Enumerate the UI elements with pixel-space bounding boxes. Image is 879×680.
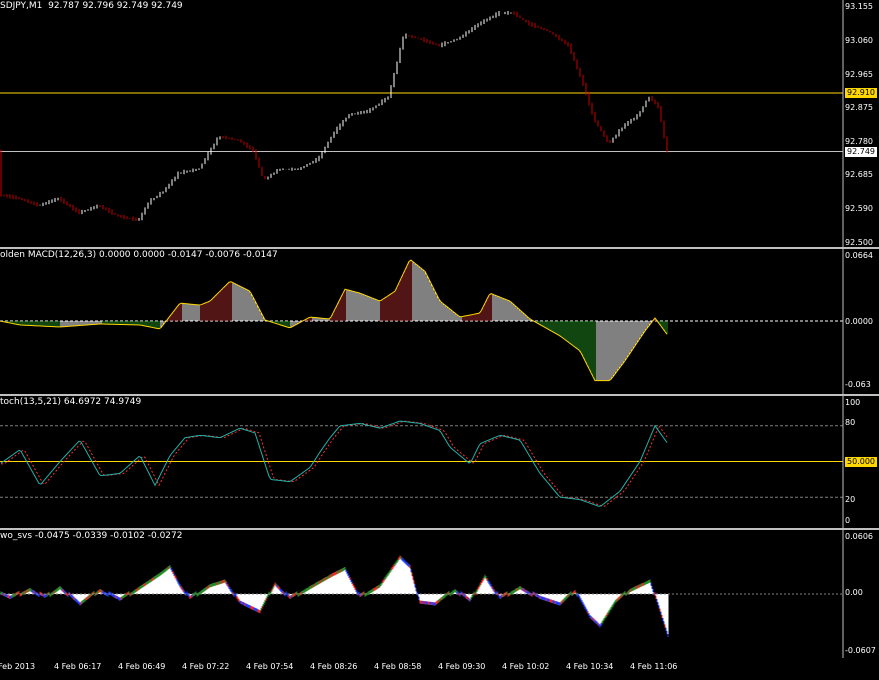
time-tick-5: 4 Feb 08:26 bbox=[310, 662, 358, 671]
macd-tick-min: -0.063 bbox=[845, 380, 871, 389]
pane-separator[interactable] bbox=[0, 247, 879, 249]
awo-label: wo_svs -0.0475 -0.0339 -0.0102 -0.0272 bbox=[0, 531, 183, 541]
time-tick-1: 4 Feb 06:17 bbox=[54, 662, 102, 671]
stoch-tick-0: 0 bbox=[845, 516, 851, 525]
stoch-main-line bbox=[0, 420, 668, 507]
awo-histogram bbox=[0, 530, 844, 658]
pane-separator[interactable] bbox=[0, 528, 879, 530]
awo-tick-min: -0.0607 bbox=[845, 646, 876, 655]
macd-signal-line bbox=[0, 259, 668, 382]
time-tick-8: 4 Feb 10:02 bbox=[502, 662, 550, 671]
macd-tick-zero: 0.0000 bbox=[845, 317, 873, 326]
price-tick-4: 92.875 bbox=[845, 103, 873, 112]
time-tick-2: 4 Feb 06:49 bbox=[118, 662, 166, 671]
time-tick-9: 4 Feb 10:34 bbox=[566, 662, 614, 671]
stoch-tick-80: 80 bbox=[845, 418, 856, 427]
time-tick-4: 4 Feb 07:54 bbox=[246, 662, 294, 671]
price-tick-7: 92.590 bbox=[845, 204, 873, 213]
price-tick-8: 92.500 bbox=[845, 238, 873, 247]
bid-price-badge: 92.749 bbox=[845, 147, 877, 157]
macd-pane[interactable]: olden MACD(12,26,3) 0.0000 0.0000 -0.014… bbox=[0, 249, 879, 394]
stoch-pane[interactable]: toch(13,5,21) 64.6972 74.9749 100 80 50.… bbox=[0, 396, 879, 528]
awo-tick-zero: 0.00 bbox=[845, 588, 863, 597]
macd-tick-max: 0.0664 bbox=[845, 251, 873, 260]
price-tick-3: 92.965 bbox=[845, 70, 873, 79]
time-tick-3: 4 Feb 07:22 bbox=[182, 662, 230, 671]
price-tick-6: 92.685 bbox=[845, 170, 873, 179]
awo-tick-max: 0.0606 bbox=[845, 532, 873, 541]
pane-separator[interactable] bbox=[0, 394, 879, 396]
price-candles-chart bbox=[0, 0, 844, 247]
stoch-signal-line bbox=[1, 420, 668, 507]
price-tick-1: 93.155 bbox=[845, 2, 873, 11]
price-tick-2: 93.060 bbox=[845, 36, 873, 45]
time-tick-0: Feb 2013 bbox=[0, 662, 36, 671]
awo-pane[interactable]: wo_svs -0.0475 -0.0339 -0.0102 -0.0272 0… bbox=[0, 530, 879, 658]
time-tick-7: 4 Feb 09:30 bbox=[438, 662, 486, 671]
stoch-tick-20: 20 bbox=[845, 495, 856, 504]
stochastic-oscillator bbox=[0, 396, 844, 528]
stoch-label: toch(13,5,21) 64.6972 74.9749 bbox=[0, 397, 142, 407]
horizontal-line-price-badge: 92.910 bbox=[845, 88, 877, 98]
time-tick-6: 4 Feb 08:58 bbox=[374, 662, 422, 671]
price-tick-5: 92.780 bbox=[845, 137, 873, 146]
time-tick-10: 4 Feb 11:06 bbox=[630, 662, 678, 671]
price-pane[interactable]: SDJPY,M1 92.787 92.796 92.749 92.749 93.… bbox=[0, 0, 879, 247]
symbol-info: SDJPY,M1 92.787 92.796 92.749 92.749 bbox=[0, 1, 183, 11]
stoch-tick-100: 100 bbox=[845, 398, 861, 407]
macd-label: olden MACD(12,26,3) 0.0000 0.0000 -0.014… bbox=[0, 250, 278, 260]
stoch-level-badge: 50.000 bbox=[845, 457, 877, 467]
macd-histogram bbox=[0, 249, 844, 394]
